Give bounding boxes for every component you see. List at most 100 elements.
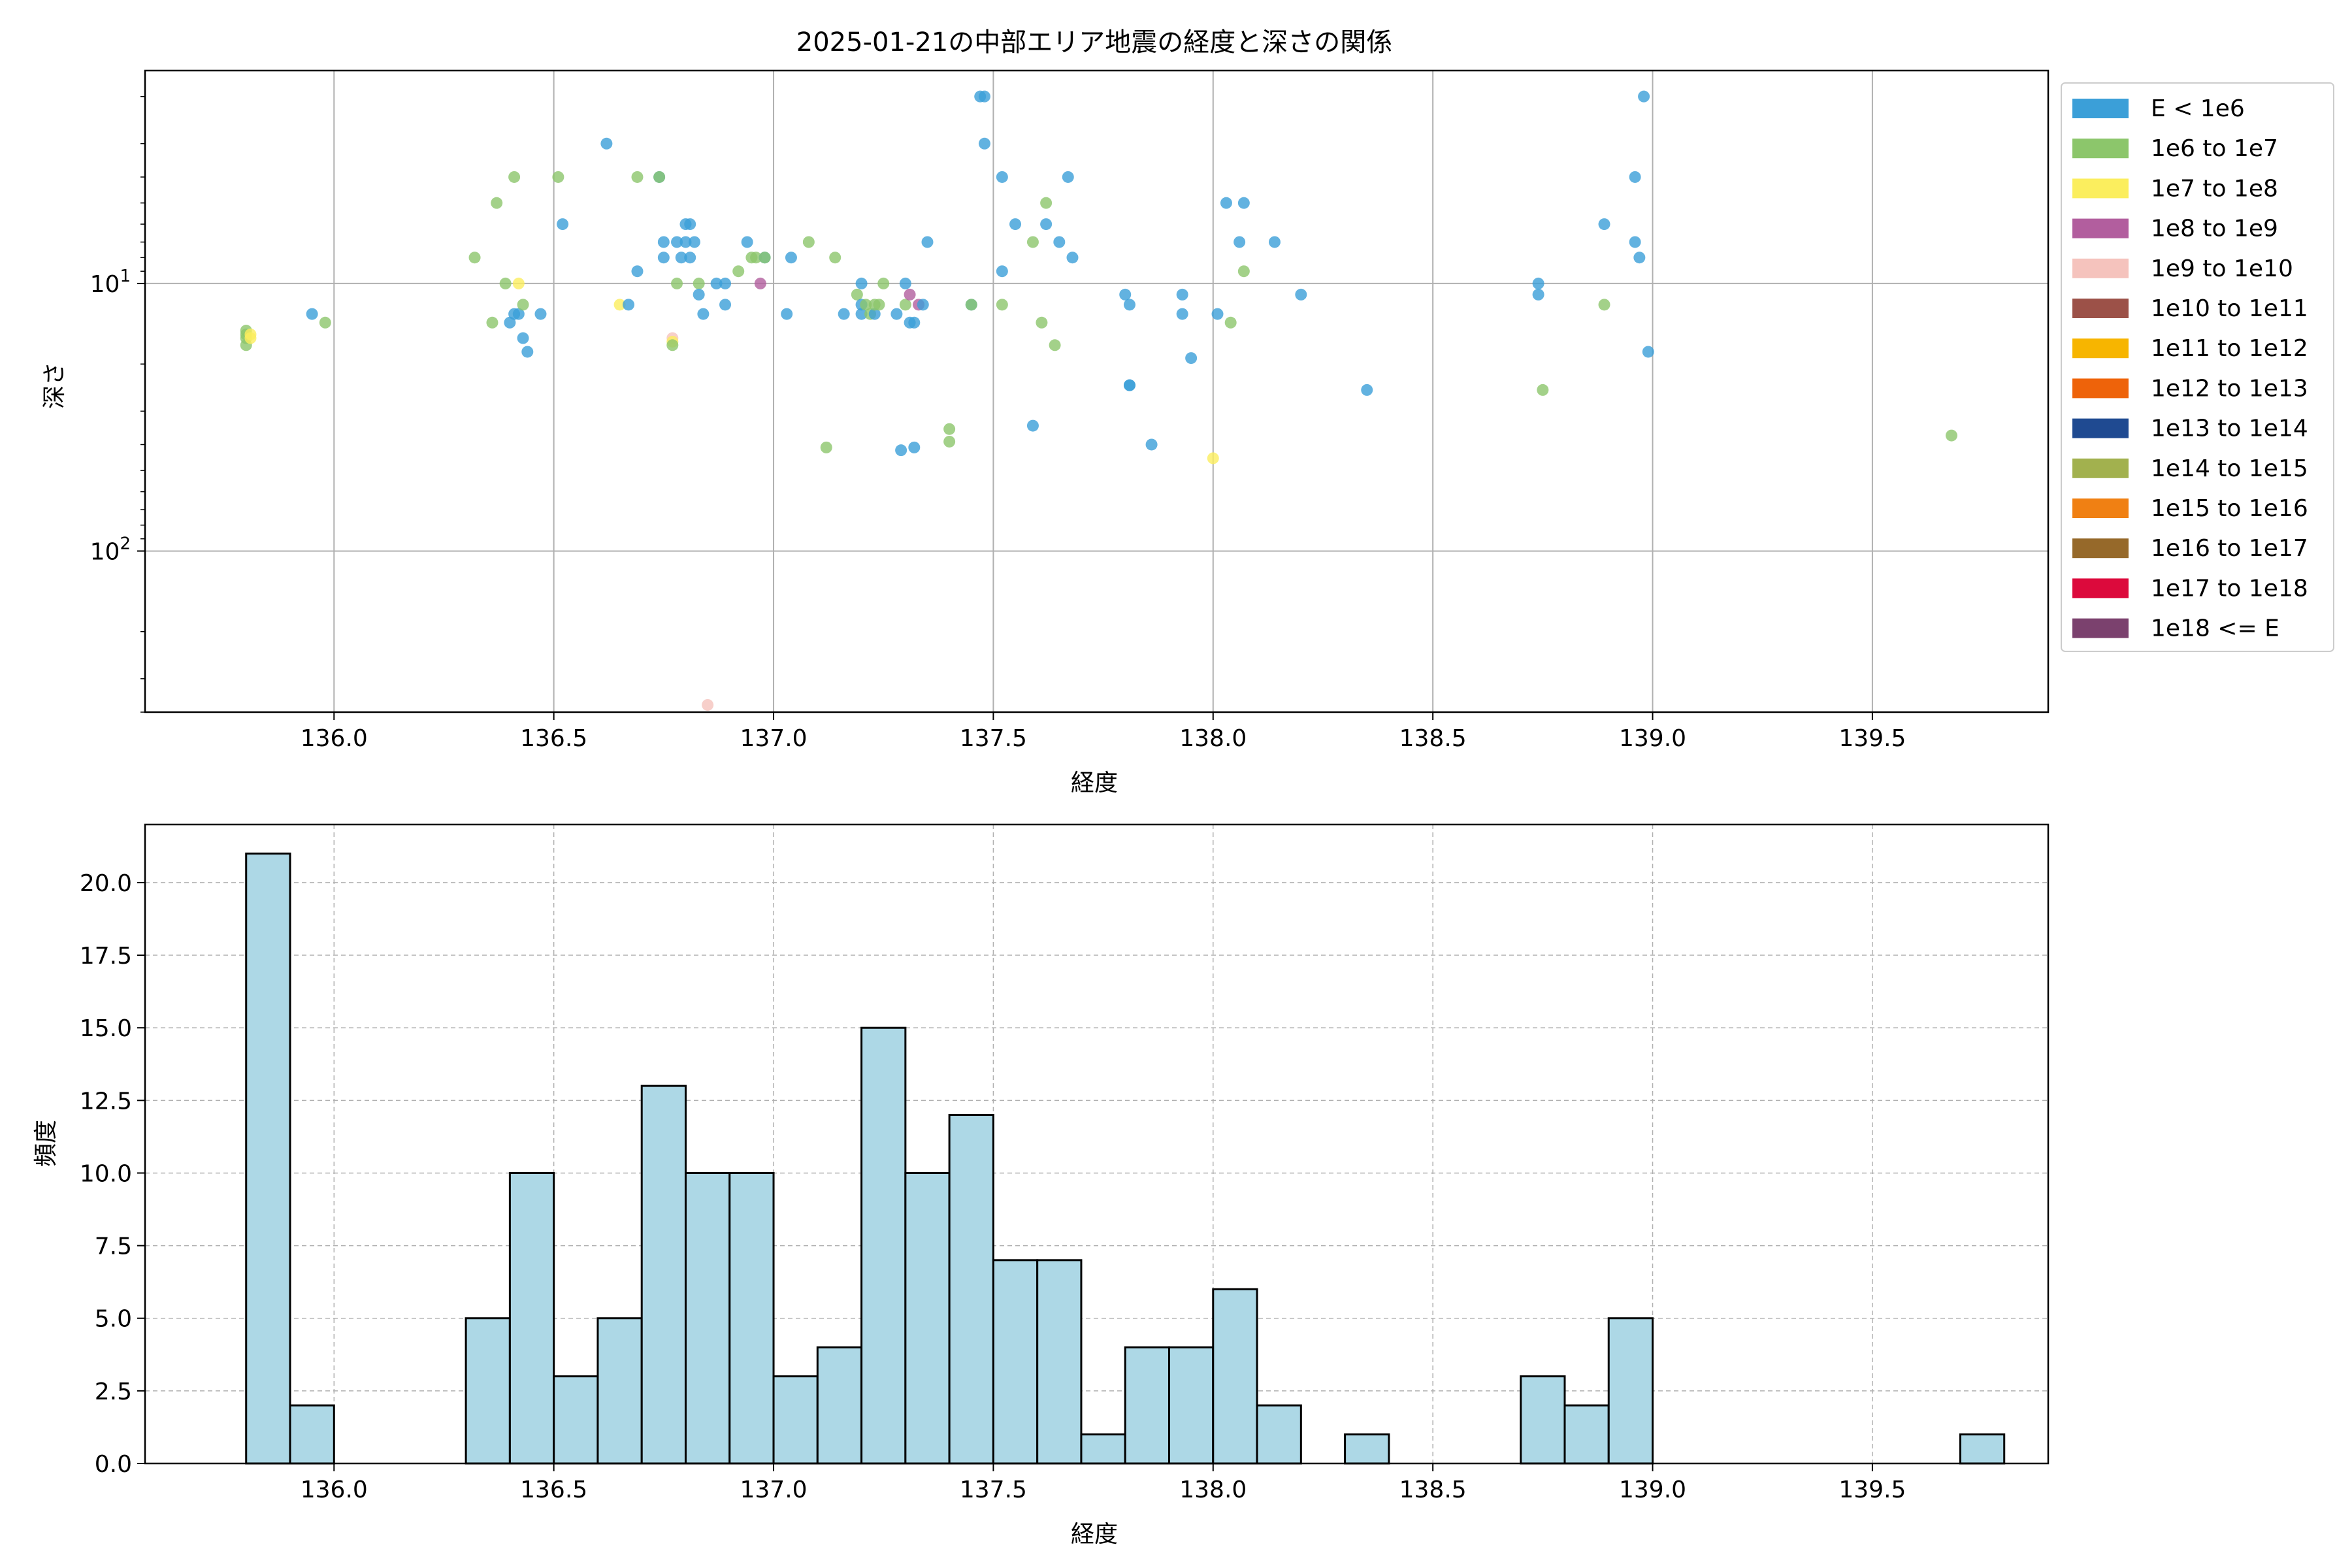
data-point bbox=[1537, 384, 1549, 396]
data-point bbox=[1945, 429, 1957, 442]
data-point bbox=[965, 299, 977, 311]
plot-frame bbox=[144, 823, 2050, 1465]
data-point bbox=[499, 277, 512, 289]
data-point bbox=[899, 277, 911, 289]
data-point bbox=[908, 316, 921, 329]
data-point bbox=[613, 299, 626, 311]
data-point bbox=[877, 277, 890, 289]
data-point bbox=[802, 236, 815, 248]
data-point bbox=[785, 252, 797, 264]
data-point bbox=[552, 171, 564, 183]
data-point bbox=[1211, 308, 1224, 320]
data-point bbox=[873, 299, 885, 311]
x-tick-label: 139.0 bbox=[1619, 1477, 1686, 1503]
data-point bbox=[1040, 218, 1053, 231]
data-point bbox=[1062, 171, 1074, 183]
histogram-bar bbox=[728, 1171, 775, 1465]
y-axis-label: 深さ bbox=[41, 362, 68, 409]
data-point bbox=[719, 277, 732, 289]
legend-swatch bbox=[2072, 538, 2129, 559]
x-tick-label: 137.5 bbox=[960, 1477, 1027, 1503]
data-point bbox=[1123, 299, 1135, 311]
plot-frame bbox=[144, 69, 2050, 713]
y-tick-label: 10.0 bbox=[80, 1160, 132, 1187]
data-point bbox=[675, 252, 687, 264]
data-point bbox=[1532, 277, 1544, 289]
data-point bbox=[702, 698, 714, 711]
data-point bbox=[1237, 197, 1250, 209]
histogram-bar bbox=[1520, 1375, 1566, 1465]
data-point bbox=[1224, 316, 1237, 329]
histogram-bar bbox=[508, 1171, 555, 1465]
data-point bbox=[1053, 236, 1066, 248]
data-point bbox=[600, 137, 613, 150]
data-point bbox=[1633, 252, 1646, 264]
data-point bbox=[1207, 452, 1219, 465]
y-tick-label: 2.5 bbox=[95, 1379, 132, 1405]
legend-label: 1e12 to 1e13 bbox=[2151, 375, 2308, 402]
data-point bbox=[741, 236, 753, 248]
histogram-bar bbox=[1080, 1433, 1126, 1465]
histogram-bar bbox=[1256, 1404, 1302, 1465]
data-point bbox=[534, 308, 547, 320]
data-point bbox=[759, 252, 771, 264]
data-point bbox=[653, 171, 666, 183]
data-point bbox=[1598, 218, 1610, 231]
legend-label: 1e8 to 1e9 bbox=[2151, 216, 2278, 242]
x-tick-label: 136.5 bbox=[520, 1477, 587, 1503]
legend-label: 1e9 to 1e10 bbox=[2151, 255, 2293, 282]
data-point bbox=[631, 171, 644, 183]
data-point bbox=[1638, 90, 1650, 103]
histogram-bar bbox=[904, 1171, 951, 1465]
y-tick-label: 102 bbox=[90, 534, 131, 565]
data-point bbox=[512, 277, 525, 289]
data-point bbox=[1361, 384, 1373, 396]
data-point bbox=[491, 197, 503, 209]
y-tick-label: 0.0 bbox=[95, 1451, 132, 1478]
data-point bbox=[512, 308, 525, 320]
data-point bbox=[904, 288, 916, 301]
data-point bbox=[517, 299, 529, 311]
data-point bbox=[750, 252, 762, 264]
data-point bbox=[1185, 352, 1198, 365]
histogram-bar bbox=[684, 1171, 731, 1465]
x-tick-label: 139.5 bbox=[1838, 1477, 1906, 1503]
histogram-bar bbox=[1212, 1288, 1258, 1465]
legend-label: 1e10 to 1e11 bbox=[2151, 295, 2308, 322]
legend-swatch bbox=[2072, 299, 2129, 318]
legend-label: 1e18 <= E bbox=[2151, 615, 2279, 642]
histogram-bar bbox=[1124, 1346, 1171, 1465]
legend-swatch bbox=[2072, 618, 2129, 638]
x-tick-label: 137.5 bbox=[960, 725, 1027, 752]
data-point bbox=[1598, 299, 1610, 311]
data-point bbox=[996, 299, 1008, 311]
data-point bbox=[679, 236, 692, 248]
data-point bbox=[693, 288, 705, 301]
x-tick-label: 139.0 bbox=[1619, 725, 1686, 752]
data-point bbox=[306, 308, 318, 320]
data-point bbox=[1049, 339, 1061, 351]
histogram-bar bbox=[860, 1026, 907, 1465]
histogram-bar bbox=[1607, 1317, 1654, 1465]
data-point bbox=[1629, 236, 1641, 248]
histogram-bar bbox=[1959, 1433, 2006, 1465]
y-tick-label: 5.0 bbox=[95, 1306, 132, 1333]
x-tick-label: 138.5 bbox=[1399, 1477, 1467, 1503]
y-tick-label: 7.5 bbox=[95, 1233, 132, 1260]
legend-swatch bbox=[2072, 458, 2129, 478]
legend-swatch bbox=[2072, 178, 2129, 199]
histogram-chart: 経度 頻度 136.0 136.5 137.0 137.5 138.0 138.5 139.… bbox=[33, 823, 2050, 1548]
data-point bbox=[829, 252, 841, 264]
histogram-bar bbox=[772, 1375, 819, 1465]
data-point bbox=[1237, 265, 1250, 278]
data-point bbox=[1176, 308, 1188, 320]
data-point bbox=[1268, 236, 1281, 248]
data-point bbox=[781, 308, 793, 320]
data-point bbox=[1040, 197, 1053, 209]
y-tick-label: 101 bbox=[90, 267, 131, 298]
data-point bbox=[671, 277, 683, 289]
legend-label: 1e11 to 1e12 bbox=[2151, 335, 2308, 362]
legend-label: 1e6 to 1e7 bbox=[2151, 135, 2278, 162]
data-point bbox=[1009, 218, 1022, 231]
histogram-bar bbox=[948, 1114, 994, 1465]
